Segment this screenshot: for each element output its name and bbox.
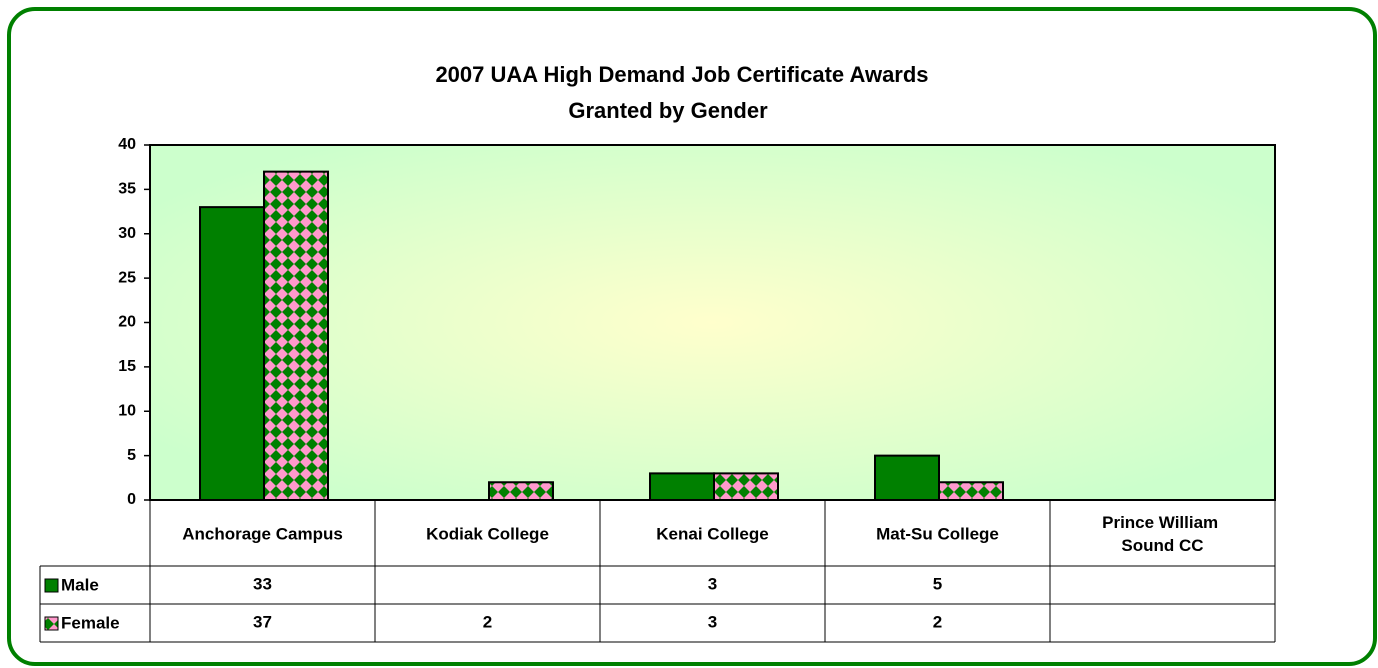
bar	[263, 170, 329, 501]
bar	[938, 481, 1004, 501]
y-tick-label: 20	[118, 314, 136, 331]
y-tick-label: 15	[118, 358, 136, 375]
y-tick-label: 25	[118, 269, 136, 286]
x-tick-label: Kenai College	[656, 524, 768, 543]
chart-title: 2007 UAA High Demand Job Certificate Awa…	[435, 62, 928, 87]
table-value: 3	[708, 574, 717, 593]
y-tick-label: 0	[127, 491, 136, 508]
bar	[199, 206, 265, 501]
table-value: 5	[933, 574, 942, 593]
table-value: 2	[483, 612, 492, 631]
chart-subtitle: Granted by Gender	[568, 98, 768, 123]
legend-key	[44, 616, 59, 631]
legend-label: Female	[61, 613, 120, 632]
y-tick-label: 35	[118, 181, 136, 198]
x-tick-label: Prince William Sound CC	[1102, 513, 1223, 555]
legend-key	[44, 578, 59, 593]
plot-area	[149, 144, 1276, 501]
bar	[488, 481, 554, 501]
table-value: 3	[708, 612, 717, 631]
table-value: 33	[253, 574, 272, 593]
table-value: 37	[253, 612, 272, 631]
x-tick-label: Anchorage Campus	[182, 524, 343, 543]
y-tick-label: 10	[118, 402, 136, 419]
y-tick-label: 5	[127, 447, 136, 464]
table-value: 2	[933, 612, 942, 631]
legend-label: Male	[61, 575, 99, 594]
bar	[874, 454, 940, 501]
y-tick-label: 40	[118, 136, 136, 153]
bar	[713, 472, 779, 501]
x-tick-label: Kodiak College	[426, 524, 549, 543]
y-tick-label: 30	[118, 225, 136, 242]
bar	[649, 472, 715, 501]
x-tick-label: Mat-Su College	[876, 524, 999, 543]
